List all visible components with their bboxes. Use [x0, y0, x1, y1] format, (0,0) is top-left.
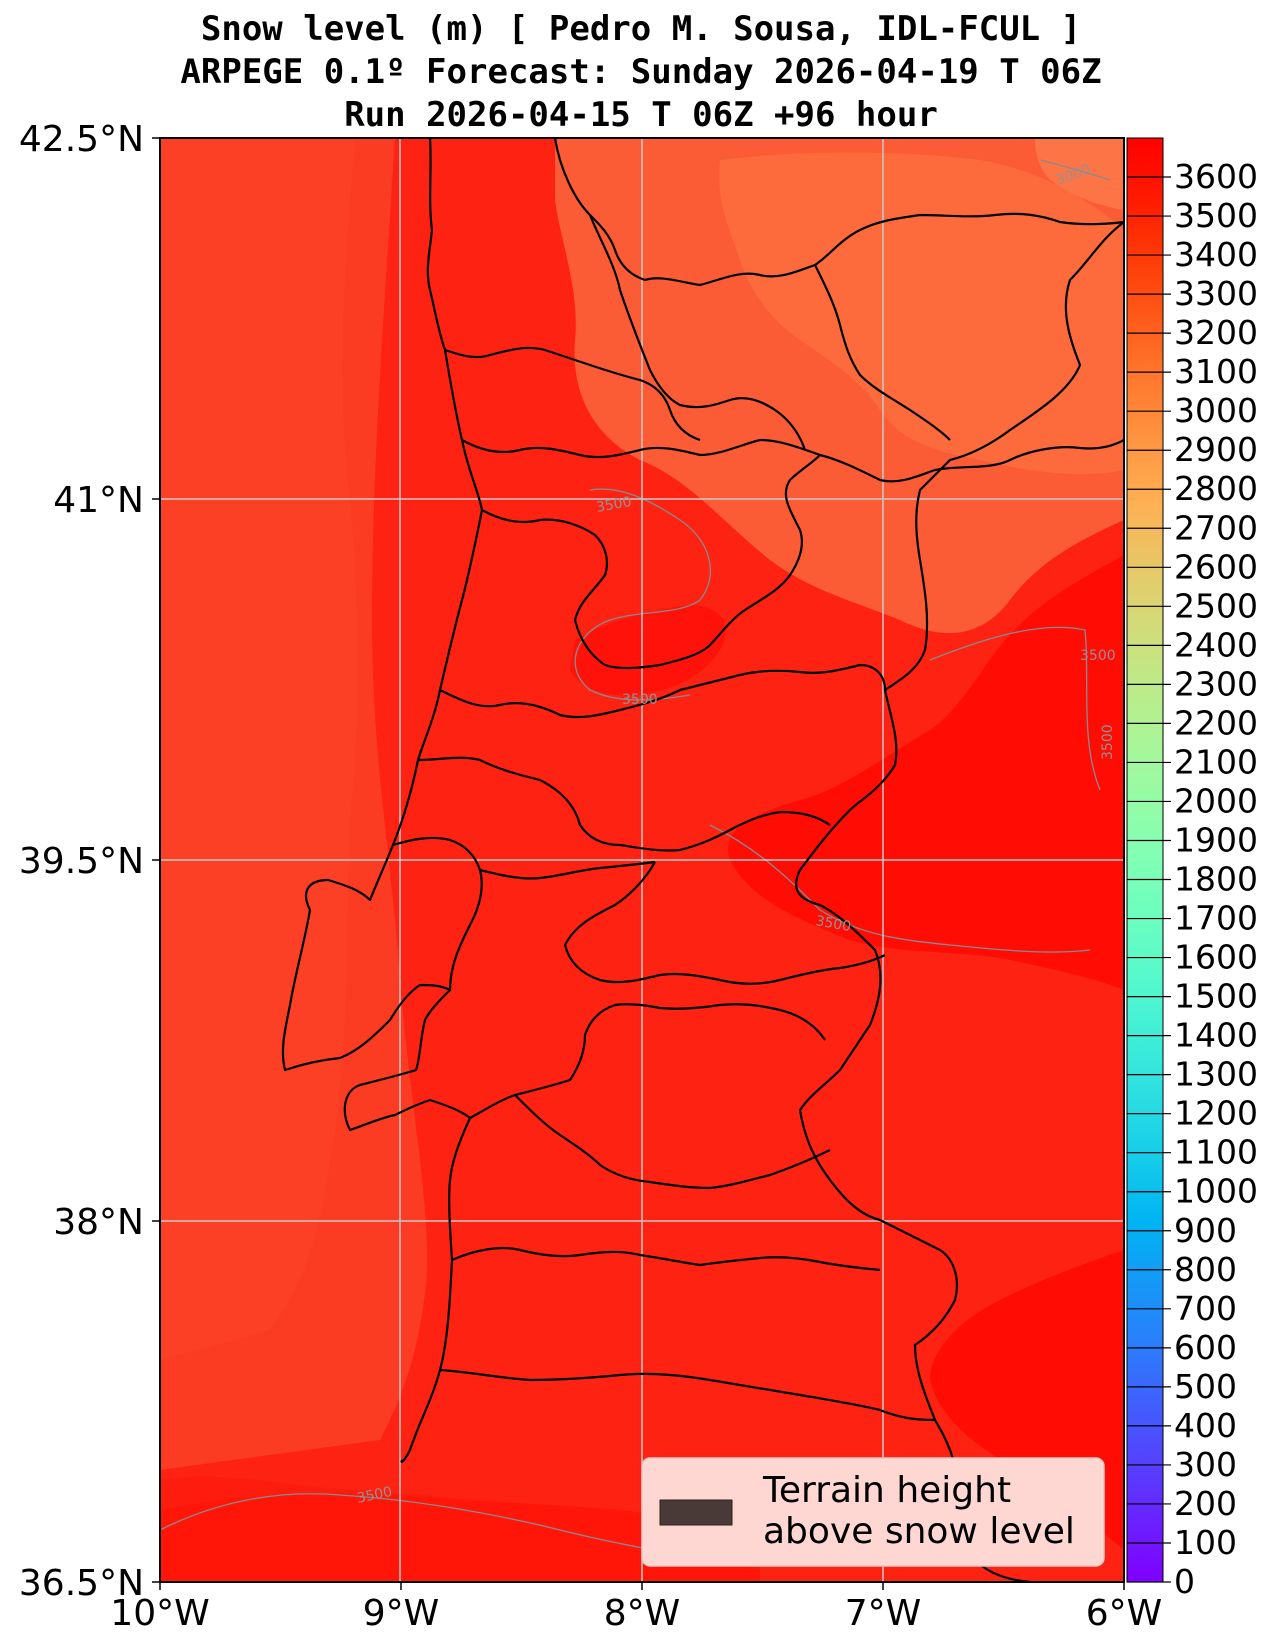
colorbar-tick-label: 1900	[1174, 820, 1258, 859]
contour-line-3500-a	[574, 488, 712, 701]
colorbar-tick-label: 2200	[1174, 703, 1258, 742]
lon-tick-label: 6°W	[1086, 1593, 1163, 1634]
district-border-1	[461, 438, 1124, 483]
colorbar-tick-label: 2700	[1174, 508, 1258, 547]
contour-line-3500-c	[929, 626, 1101, 791]
offshore-inner-zone	[160, 138, 358, 1360]
legend-label-line-2: above snow level	[763, 1511, 1075, 1552]
colorbar-tick-label: 1700	[1174, 899, 1258, 938]
colorbar-tick-label: 2500	[1174, 586, 1258, 625]
colorbar-tick-label: 300	[1174, 1445, 1237, 1484]
colorbar-tick-label: 3000	[1174, 391, 1258, 430]
district-border-10	[563, 861, 886, 985]
colorbar-tick-label: 3300	[1174, 274, 1258, 313]
colorbar-tick-label: 100	[1174, 1523, 1237, 1562]
southern-max-zone	[160, 1493, 760, 1582]
title-line-1: Snow level (m) [ Pedro M. Sousa, IDL-FCU…	[201, 9, 1081, 49]
colorbar-gradient	[1126, 137, 1164, 1583]
lat-tick-label: 38°N	[53, 1202, 144, 1243]
title-line-2: ARPEGE 0.1º Forecast: Sunday 2026-04-19 …	[180, 52, 1101, 92]
legend-label-line-1: Terrain height	[762, 1470, 1011, 1511]
colorbar-tick-label: 3200	[1174, 313, 1258, 352]
lon-tick-label: 10°W	[110, 1593, 209, 1634]
colorbar-tick-label: 2000	[1174, 781, 1258, 820]
colorbar-tick-label: 1500	[1174, 977, 1258, 1016]
colorbar-tick-label: 2800	[1174, 469, 1258, 508]
district-border-7	[417, 756, 831, 852]
district-border-13	[451, 1246, 881, 1272]
colorbar-tick-label: 1000	[1174, 1172, 1258, 1211]
title-line-3: Run 2026-04-15 T 06Z +96 hour	[344, 95, 938, 135]
district-border-3	[588, 214, 807, 451]
colorbar-tick-label: 500	[1174, 1367, 1237, 1406]
colorbar-tick-label: 900	[1174, 1211, 1237, 1250]
contour-line-3500-b	[709, 824, 1091, 953]
legend: Terrain height above snow level	[641, 1457, 1105, 1567]
district-border-6	[439, 663, 887, 719]
contour-label-3500-c: 3500	[1080, 648, 1116, 664]
colorbar-tick-label: 2300	[1174, 664, 1258, 703]
portugal-spain-border-east	[794, 221, 1124, 1582]
colorbar-tick-label: 400	[1174, 1406, 1237, 1445]
colorbar-tick-label: 2900	[1174, 430, 1258, 469]
colorbar: 0100200300400500600700800900100011001200…	[1126, 137, 1258, 1601]
portugal-coastline	[281, 138, 484, 1464]
portugal-spain-border-north	[553, 138, 1124, 287]
contour-label-3500-f: 3500	[356, 1484, 394, 1507]
contour-label-3500-d: 3500	[1100, 724, 1116, 760]
colorbar-tick-label: 700	[1174, 1289, 1237, 1328]
colorbar-tick-label: 1100	[1174, 1133, 1258, 1172]
central-max-zone	[570, 605, 726, 696]
lon-tick-label: 9°W	[363, 1593, 440, 1634]
lon-tick-label: 8°W	[604, 1593, 681, 1634]
district-border-14	[439, 1368, 936, 1422]
graticule	[160, 138, 1124, 1582]
colorbar-tick-label: 1600	[1174, 938, 1258, 977]
colorbar-tick-label: 3500	[1174, 196, 1258, 235]
colorbar-tick-label: 1200	[1174, 1094, 1258, 1133]
contour-label-3500-a: 3500	[595, 494, 633, 516]
colorbar-tick-label: 3600	[1174, 157, 1258, 196]
colorbar-tick-label: 600	[1174, 1328, 1237, 1367]
east-max-zone	[728, 555, 1124, 990]
district-border-4	[814, 264, 951, 441]
colorbar-tick-label: 1800	[1174, 860, 1258, 899]
colorbar-tick-label: 3100	[1174, 352, 1258, 391]
colorbar-tick-label: 1300	[1174, 1055, 1258, 1094]
lat-tick-label: 41°N	[53, 480, 144, 521]
northeast-corner-zone	[1035, 138, 1124, 210]
colorbar-tick-label: 1400	[1174, 1016, 1258, 1055]
colorbar-tick-label: 200	[1174, 1484, 1237, 1523]
lat-tick-label: 39.5°N	[19, 841, 144, 882]
lat-tick-label: 42.5°N	[19, 119, 144, 160]
legend-box	[641, 1457, 1105, 1567]
colorbar-tick-label: 2600	[1174, 547, 1258, 586]
district-border-12	[514, 1094, 831, 1190]
axis-ticks: 10°W 9°W 8°W 7°W 6°W 42.5°N 41°N 39.5°N 38°N 36.5…	[19, 119, 1162, 1634]
district-border-11	[469, 1003, 826, 1119]
district-border-5	[481, 454, 821, 670]
contour-line-3000	[1039, 159, 1111, 181]
lat-tick-label: 36.5°N	[19, 1563, 144, 1604]
contour-label-3500-e: 3500	[814, 913, 852, 935]
legend-swatch	[659, 1499, 733, 1526]
colorbar-tick-label: 3400	[1174, 235, 1258, 274]
map-panel: 3000 3500 3500 3500 3500 3500 3500 Terra…	[160, 138, 1124, 1582]
colorbar-tick-label: 2400	[1174, 625, 1258, 664]
colorbar-tick-label: 800	[1174, 1250, 1237, 1289]
colorbar-tick-label: 2100	[1174, 742, 1258, 781]
administrative-borders	[281, 138, 1124, 1582]
contour-label-3500-b: 3500	[622, 692, 658, 708]
district-border-2	[444, 346, 701, 442]
colorbar-tick-label: 0	[1174, 1562, 1195, 1601]
district-border-9	[479, 860, 656, 880]
northeast-zone	[719, 152, 1124, 475]
lon-tick-label: 7°W	[845, 1593, 922, 1634]
